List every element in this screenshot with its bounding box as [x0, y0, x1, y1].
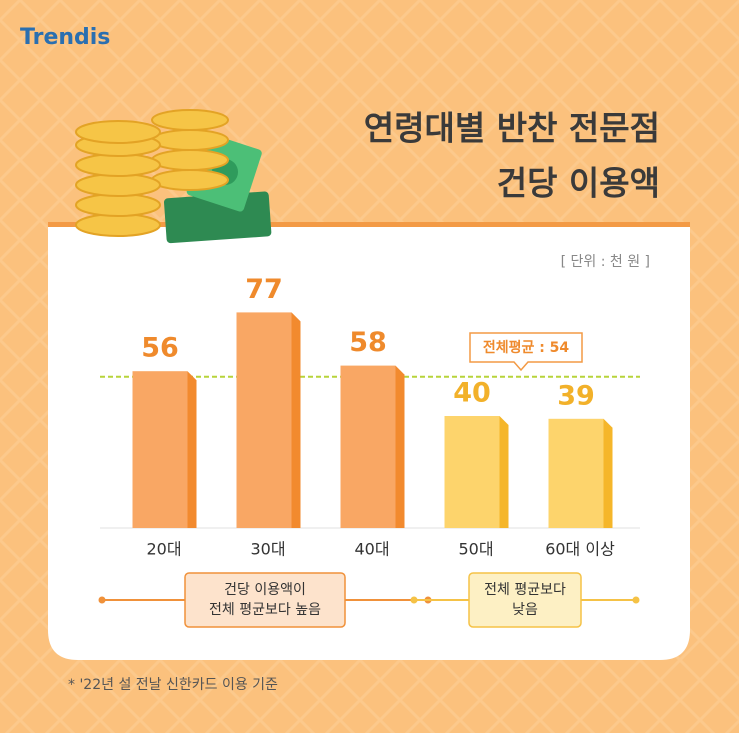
- group-dot: [410, 596, 418, 604]
- coins-illustration: [75, 109, 272, 244]
- group-label: 전체 평균보다 높음: [209, 602, 321, 618]
- unit-label: [ 단위 : 천 원 ]: [561, 254, 650, 270]
- value-label: 77: [245, 274, 283, 305]
- bar: [236, 312, 292, 528]
- value-label: 39: [557, 380, 595, 411]
- x-tick-label: 40대: [354, 540, 389, 559]
- bar-side: [499, 416, 509, 528]
- group-dot: [632, 596, 640, 604]
- group-box: [468, 572, 582, 628]
- title-line: 건당 이용액: [497, 164, 660, 203]
- footnote: * '22년 설 전날 신한카드 이용 기준: [68, 677, 278, 693]
- value-label: 56: [141, 333, 179, 364]
- x-tick-label: 60대 이상: [545, 540, 615, 559]
- group-dot: [98, 596, 106, 604]
- value-label: 58: [349, 327, 387, 358]
- average-callout: [469, 332, 583, 372]
- bar: [548, 418, 604, 528]
- bar: [340, 365, 396, 528]
- average-label: 전체평균 : 54: [483, 339, 570, 356]
- bar: [132, 371, 188, 528]
- title-line: 연령대별 반찬 전문점: [364, 109, 660, 148]
- group-label: 건당 이용액이: [224, 582, 306, 598]
- value-label: 40: [453, 378, 491, 409]
- group-label: 전체 평균보다: [484, 582, 566, 598]
- card-stripe: [48, 222, 690, 227]
- bar-side: [291, 312, 301, 528]
- x-tick-label: 50대: [458, 540, 493, 559]
- group-label: 낮음: [512, 602, 538, 618]
- bar-side: [187, 371, 197, 528]
- x-tick-label: 20대: [146, 540, 181, 559]
- x-tick-label: 30대: [250, 540, 285, 559]
- bar-side: [395, 365, 405, 528]
- bar-side: [603, 418, 613, 528]
- brand-logo: Trendis: [20, 25, 110, 50]
- bar: [444, 416, 500, 528]
- group-box: [184, 572, 346, 628]
